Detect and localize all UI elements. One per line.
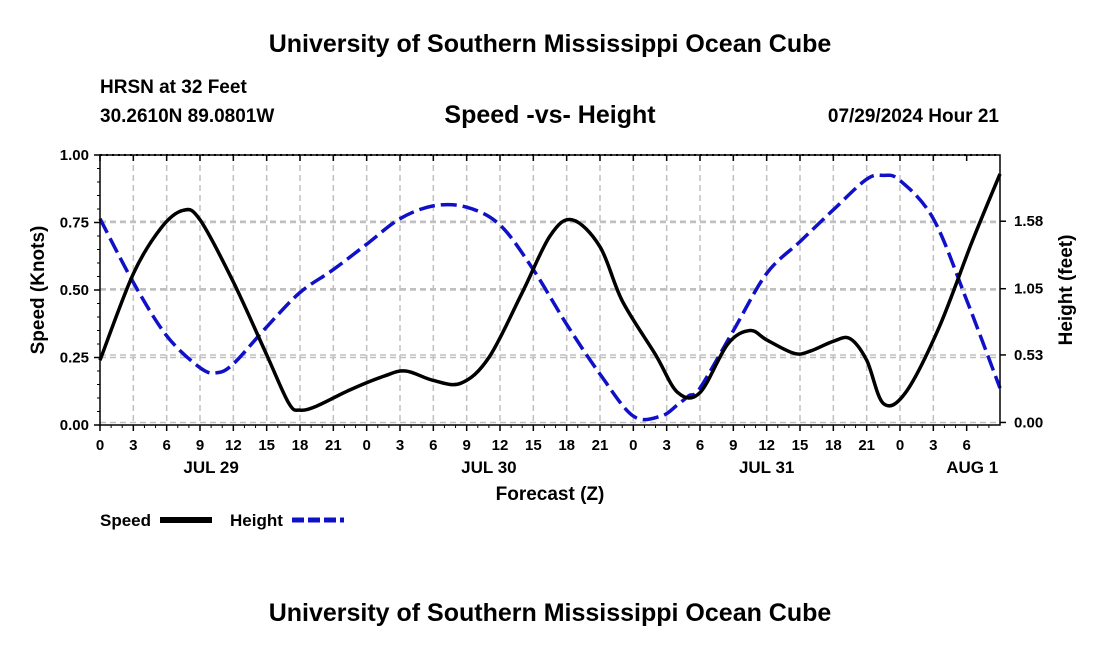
forecast-run-time: 07/29/2024 Hour 21 [827,106,999,127]
legend: Speed Height [100,511,344,530]
x-tick-label: 0 [896,437,904,454]
chart-title: Speed -vs- Height [444,101,656,129]
x-tick-label: 12 [225,437,242,454]
y-axis-label: Speed (Knots) [28,226,49,355]
x-tick-label: 3 [662,437,670,454]
x-tick-label: 15 [792,437,809,454]
x-tick-label: 6 [696,437,704,454]
x-tick-label: 9 [462,437,470,454]
y-tick-label: 0.50 [60,282,89,299]
x-tick-label: 6 [962,437,970,454]
series-layer [98,173,1002,422]
x-tick-label: 6 [429,437,437,454]
y-tick-label: 0.25 [60,350,89,367]
x-tick-label: 3 [929,437,937,454]
x-axis-label: Forecast (Z) [496,484,605,505]
x-tick-label: 9 [196,437,204,454]
x-tick-label: 18 [292,437,309,454]
y2-tick-label: 0.00 [1014,414,1043,431]
x-tick-label: 15 [258,437,275,454]
height-series-line [98,173,1002,422]
speed-series-line [98,173,1002,412]
y-tick-label: 1.00 [60,147,89,164]
x-tick-label: 3 [129,437,137,454]
x-tick-label: 18 [825,437,842,454]
x-tick-label: 21 [592,437,609,454]
legend-speed-label: Speed [100,511,151,530]
x-tick-label: 0 [96,437,104,454]
footer-title: University of Southern Mississippi Ocean… [268,599,832,627]
page-title: University of Southern Mississippi Ocean… [268,30,832,58]
x-tick-label: 21 [325,437,342,454]
x-tick-label: 6 [162,437,170,454]
x-day-label: JUL 30 [461,458,516,477]
grid-layer [100,155,1000,425]
y2-tick-label: 1.58 [1014,213,1043,230]
x-tick-label: 12 [492,437,509,454]
y-tick-label: 0.75 [60,215,89,232]
x-tick-label: 9 [729,437,737,454]
x-day-label: JUL 29 [183,458,238,477]
axis-layer: 0 3 6 9 12 15 18 21 0 3 6 9 12 15 18 21 0 3 6 9 12 15 18 21 0 3 6J… [60,147,1043,477]
x-tick-label: 0 [362,437,370,454]
station-coordinates: 30.2610N 89.0801W [100,106,275,127]
y2-tick-label: 0.53 [1014,347,1043,364]
legend-height-label: Height [230,511,283,530]
x-tick-label: 21 [858,437,875,454]
x-tick-label: 3 [396,437,404,454]
x-tick-label: 12 [758,437,775,454]
y2-axis-label: Height (feet) [1056,235,1077,346]
station-label: HRSN at 32 Feet [100,77,247,98]
x-tick-label: 18 [558,437,575,454]
x-day-label: JUL 31 [739,458,794,477]
x-tick-label: 0 [629,437,637,454]
x-tick-label: 15 [525,437,542,454]
y-tick-label: 0.00 [60,417,89,434]
y2-tick-label: 1.05 [1014,281,1043,298]
x-day-label: AUG 1 [946,458,998,477]
